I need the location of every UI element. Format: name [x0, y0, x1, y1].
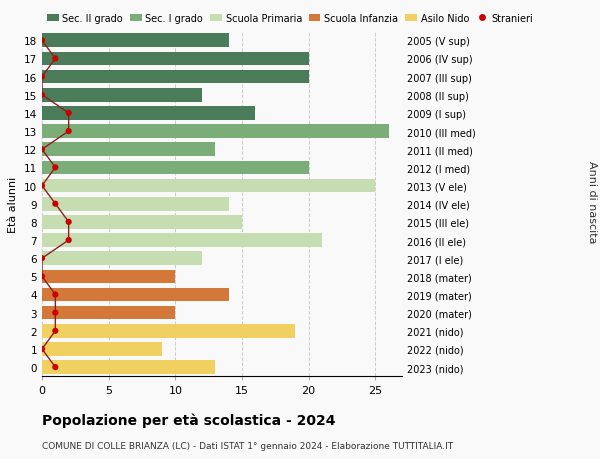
Point [50, 201, 60, 208]
Point [37, 74, 47, 81]
Point [37, 146, 47, 154]
Point [50, 164, 60, 172]
Bar [42, 288, 229, 302]
Bar [42, 107, 256, 120]
Point [37, 183, 47, 190]
Bar [42, 325, 295, 338]
Y-axis label: Età alunni: Età alunni [8, 176, 19, 232]
Bar [42, 306, 175, 320]
Point [50, 291, 60, 298]
Text: Anni di nascita: Anni di nascita [587, 161, 597, 243]
Point [37, 38, 47, 45]
Point [37, 255, 47, 262]
Point [50, 309, 60, 317]
Bar [42, 216, 242, 229]
Point [37, 92, 47, 99]
Bar [42, 71, 308, 84]
Point [37, 346, 47, 353]
Bar [42, 161, 308, 175]
Point [64, 237, 73, 244]
Bar [42, 179, 376, 193]
Bar [42, 234, 322, 247]
Text: COMUNE DI COLLE BRIANZA (LC) - Dati ISTAT 1° gennaio 2024 - Elaborazione TUTTITA: COMUNE DI COLLE BRIANZA (LC) - Dati ISTA… [42, 441, 453, 450]
Legend: Sec. II grado, Sec. I grado, Scuola Primaria, Scuola Infanzia, Asilo Nido, Stran: Sec. II grado, Sec. I grado, Scuola Prim… [47, 14, 533, 24]
Text: Popolazione per età scolastica - 2024: Popolazione per età scolastica - 2024 [42, 413, 335, 428]
Bar [42, 34, 229, 48]
Point [50, 56, 60, 63]
Point [37, 273, 47, 280]
Point [64, 110, 73, 118]
Bar [42, 270, 175, 284]
Bar [42, 197, 229, 211]
Point [64, 128, 73, 135]
Point [64, 218, 73, 226]
Bar [42, 342, 162, 356]
Bar [42, 252, 202, 265]
Point [50, 327, 60, 335]
Bar [42, 89, 202, 102]
Bar [42, 52, 308, 66]
Bar [42, 360, 215, 374]
Bar [42, 125, 389, 139]
Bar [42, 143, 215, 157]
Point [50, 364, 60, 371]
